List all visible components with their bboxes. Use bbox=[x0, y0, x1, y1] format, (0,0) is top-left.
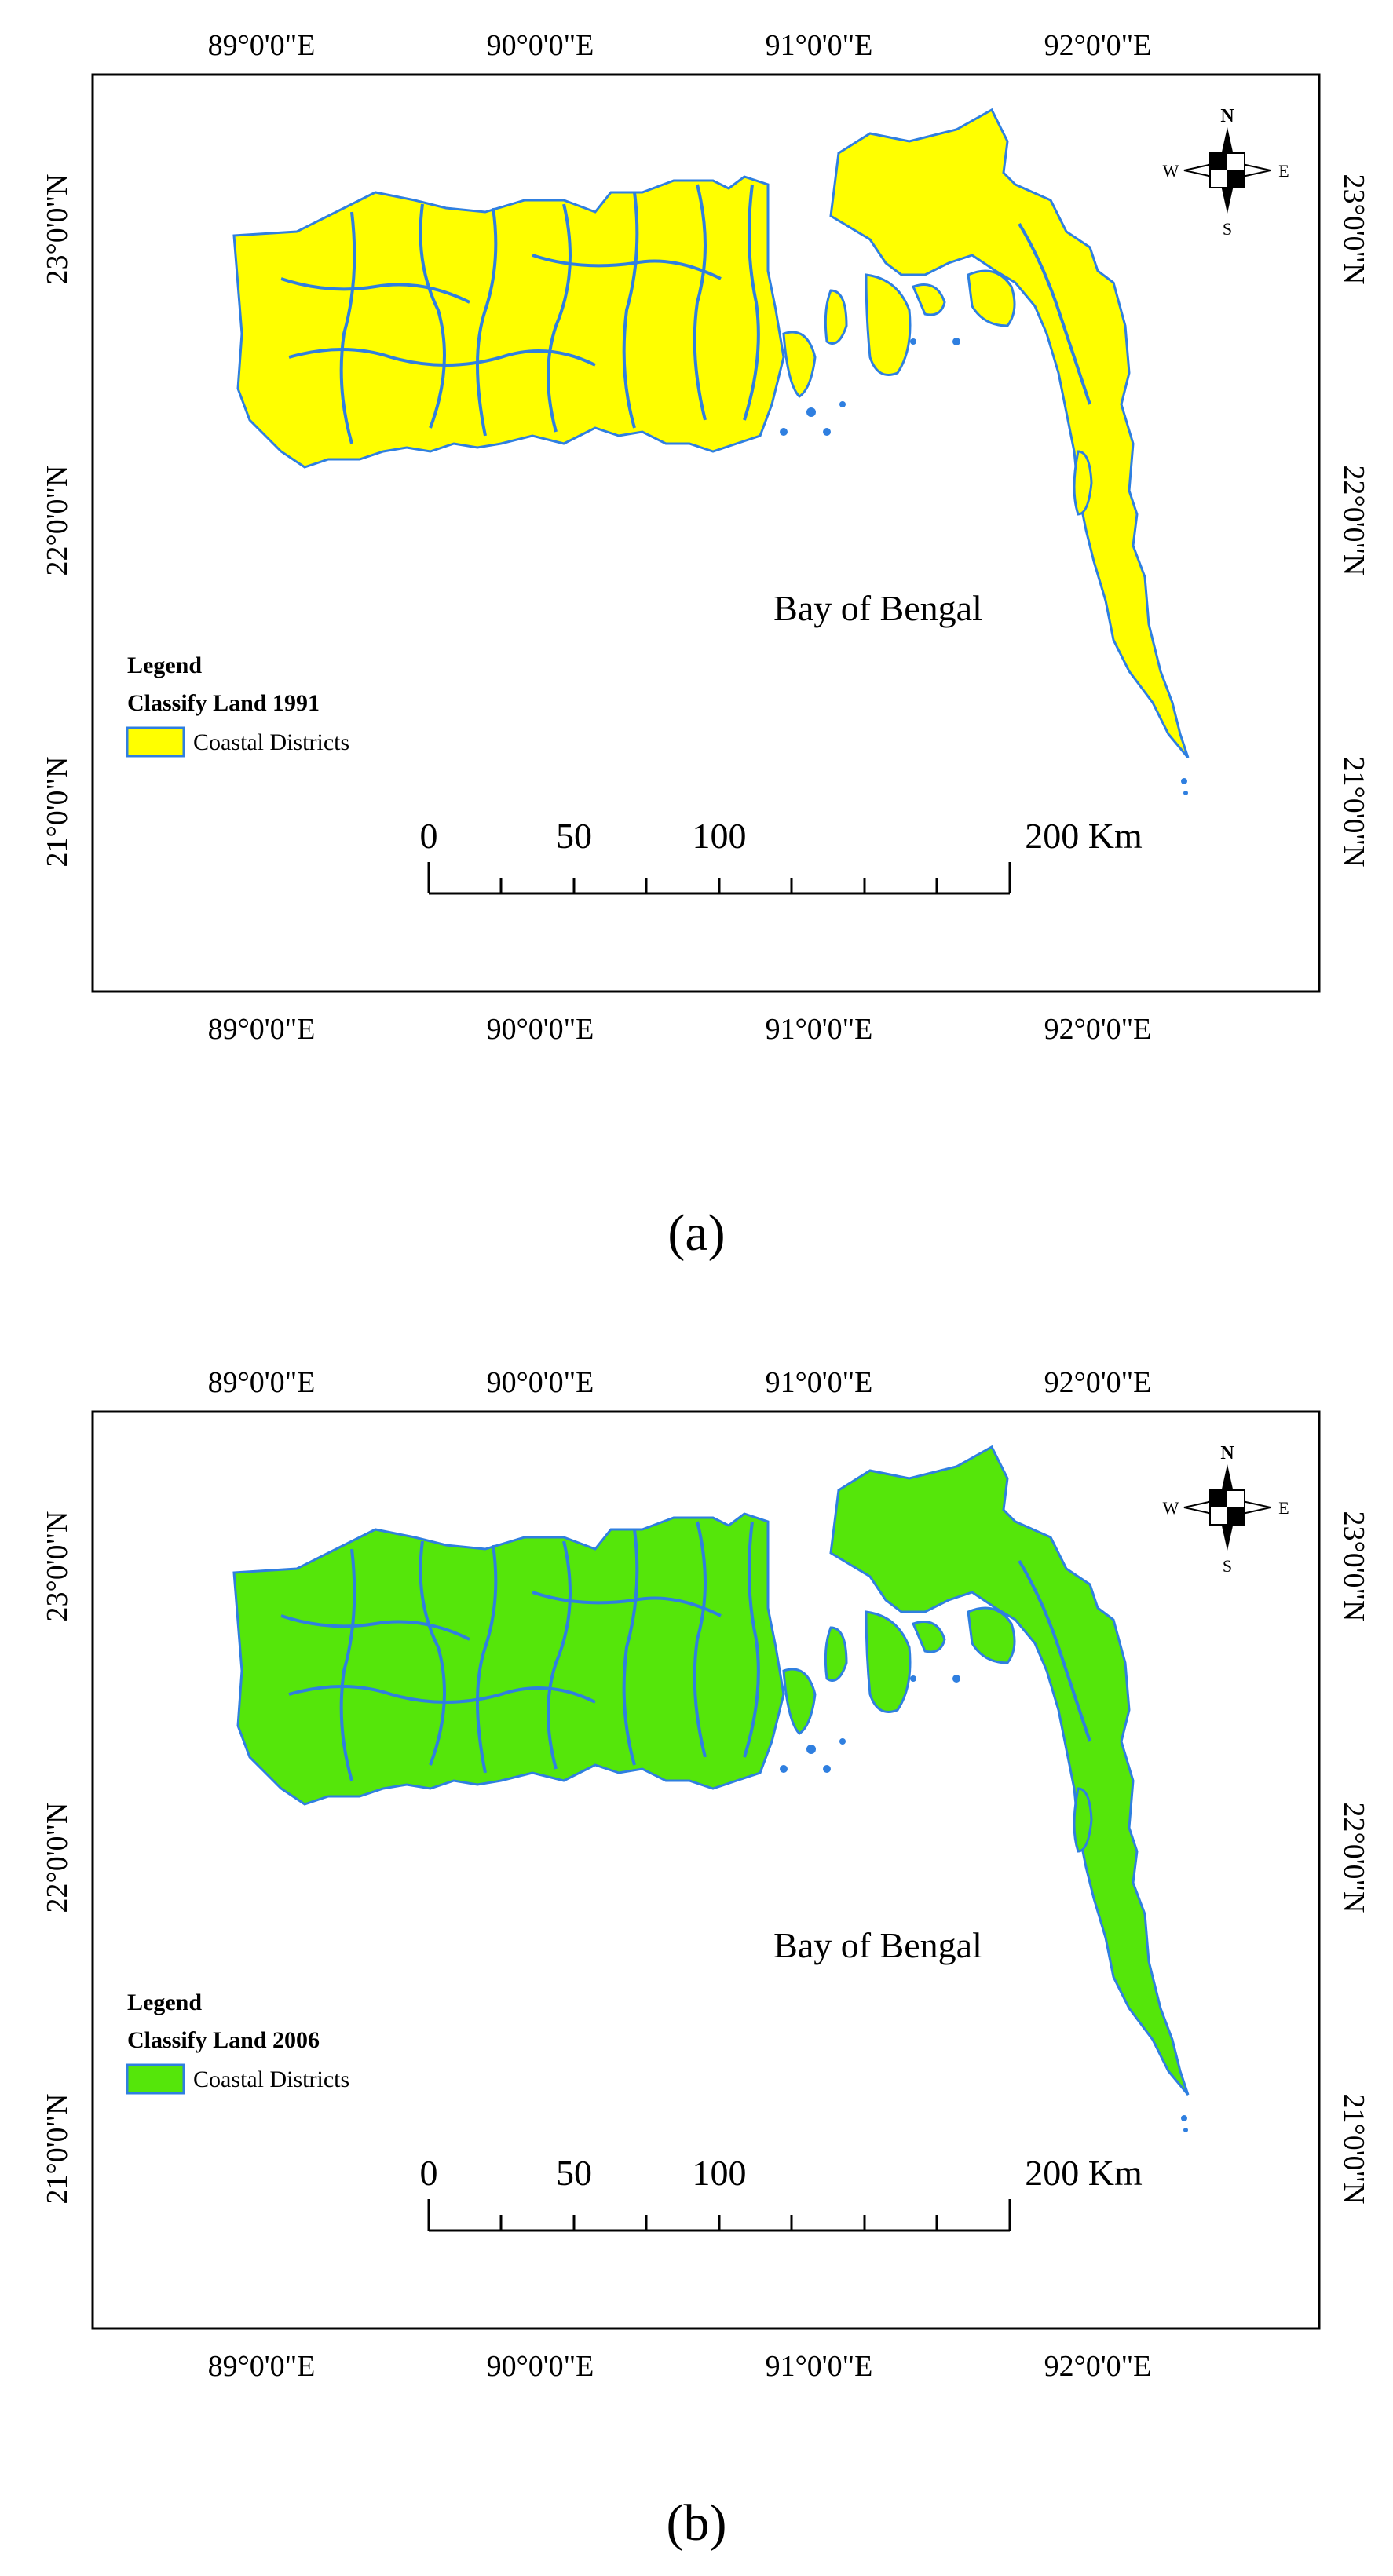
lon-label-top-4-b: 92°0'0"E bbox=[1044, 1366, 1152, 1399]
legend-swatch-a bbox=[126, 726, 185, 758]
compass-w-a: W bbox=[1163, 161, 1179, 181]
panel-a: N S E W Bay of Bengal Legend Classify La… bbox=[41, 29, 1370, 1262]
scale-tick-100-a: 100 bbox=[693, 816, 747, 856]
scale-end-label-b: 200 Km bbox=[1025, 2153, 1143, 2193]
legend-subtitle-b: Classify Land 2006 bbox=[127, 2027, 320, 2053]
sea-label-b: Bay of Bengal bbox=[773, 1925, 982, 1965]
lon-label-bottom-1-b: 89°0'0"E bbox=[208, 2350, 316, 2383]
lat-label-left-1-b: 23°0'0"N bbox=[41, 1511, 74, 1622]
lon-label-bottom-1-a: 89°0'0"E bbox=[208, 1013, 316, 1046]
legend-title-b: Legend bbox=[127, 1990, 202, 2015]
legend-a: Legend Classify Land 1991 Coastal Distri… bbox=[126, 652, 349, 758]
lon-label-top-4-a: 92°0'0"E bbox=[1044, 29, 1152, 62]
lat-label-right-3-b: 21°0'0"N bbox=[1337, 2094, 1370, 2205]
compass-n-b: N bbox=[1220, 1443, 1234, 1463]
legend-swatch-b bbox=[126, 2063, 185, 2095]
lat-label-right-2-a: 22°0'0"N bbox=[1337, 466, 1370, 576]
lon-label-top-3-b: 91°0'0"E bbox=[766, 1366, 873, 1399]
lon-label-top-2-a: 90°0'0"E bbox=[487, 29, 594, 62]
lat-label-left-3-b: 21°0'0"N bbox=[41, 2094, 74, 2205]
lat-label-right-1-a: 23°0'0"N bbox=[1337, 174, 1370, 285]
lat-label-right-1-b: 23°0'0"N bbox=[1337, 1511, 1370, 1622]
compass-e-a: E bbox=[1278, 161, 1289, 181]
compass-s-a: S bbox=[1223, 219, 1232, 239]
scale-bar-a bbox=[427, 862, 1011, 895]
panel-caption-a: (a) bbox=[667, 1204, 725, 1262]
lon-label-top-1-a: 89°0'0"E bbox=[208, 29, 316, 62]
scale-bar-b bbox=[427, 2199, 1011, 2232]
lat-label-right-3-a: 21°0'0"N bbox=[1337, 757, 1370, 868]
scale-tick-100-b: 100 bbox=[693, 2153, 747, 2193]
lon-label-top-3-a: 91°0'0"E bbox=[766, 29, 873, 62]
lat-label-left-3-a: 21°0'0"N bbox=[41, 757, 74, 868]
legend-item-b: Coastal Districts bbox=[193, 2066, 349, 2092]
lon-label-bottom-4-a: 92°0'0"E bbox=[1044, 1013, 1152, 1046]
lat-label-left-2-a: 22°0'0"N bbox=[41, 466, 74, 576]
lon-label-top-1-b: 89°0'0"E bbox=[208, 1366, 316, 1399]
lon-label-top-2-b: 90°0'0"E bbox=[487, 1366, 594, 1399]
compass-e-b: E bbox=[1278, 1498, 1289, 1518]
lon-label-bottom-3-b: 91°0'0"E bbox=[766, 2350, 873, 2383]
scale-tick-50-a: 50 bbox=[556, 816, 592, 856]
north-arrow-compass-b: N S E W bbox=[1163, 1443, 1289, 1576]
north-arrow-compass-a: N S E W bbox=[1163, 106, 1289, 239]
scale-tick-0-b: 0 bbox=[420, 2153, 438, 2193]
lat-label-left-1-a: 23°0'0"N bbox=[41, 174, 74, 285]
legend-item-a: Coastal Districts bbox=[193, 729, 349, 755]
panel-b: N S E W Bay of Bengal Legend Classify La… bbox=[41, 1366, 1370, 2552]
lon-label-bottom-2-a: 90°0'0"E bbox=[487, 1013, 594, 1046]
scale-tick-0-a: 0 bbox=[420, 816, 438, 856]
lat-label-left-2-b: 22°0'0"N bbox=[41, 1803, 74, 1913]
scale-end-label-a: 200 Km bbox=[1025, 816, 1143, 856]
lon-label-bottom-3-a: 91°0'0"E bbox=[766, 1013, 873, 1046]
compass-n-a: N bbox=[1220, 106, 1234, 126]
compass-w-b: W bbox=[1163, 1498, 1179, 1518]
scale-tick-50-b: 50 bbox=[556, 2153, 592, 2193]
panel-caption-b: (b) bbox=[667, 2494, 727, 2552]
lon-label-bottom-4-b: 92°0'0"E bbox=[1044, 2350, 1152, 2383]
compass-s-b: S bbox=[1223, 1556, 1232, 1576]
legend-title-a: Legend bbox=[127, 652, 202, 678]
legend-subtitle-a: Classify Land 1991 bbox=[127, 690, 320, 716]
lon-label-bottom-2-b: 90°0'0"E bbox=[487, 2350, 594, 2383]
lat-label-right-2-b: 22°0'0"N bbox=[1337, 1803, 1370, 1913]
legend-b: Legend Classify Land 2006 Coastal Distri… bbox=[126, 1990, 349, 2095]
sea-label-a: Bay of Bengal bbox=[773, 588, 982, 628]
